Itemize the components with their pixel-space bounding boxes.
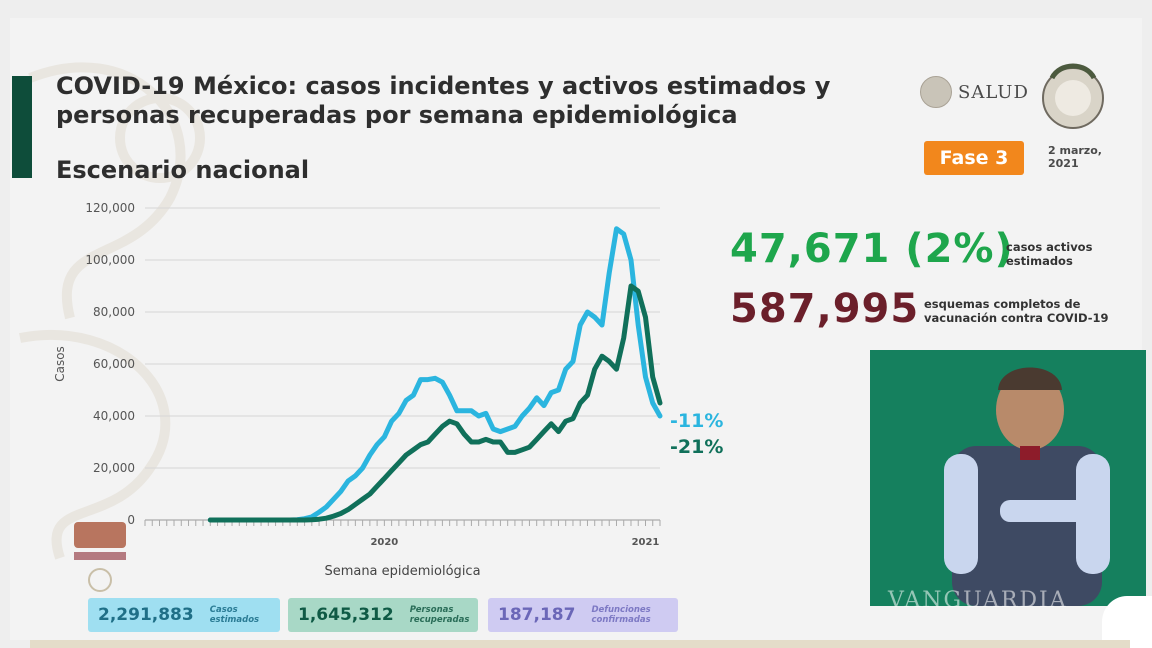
estimated-cases-value: 2,291,883 — [98, 605, 194, 625]
x-tick-label: 2021 — [632, 537, 660, 548]
deaths-box: 187,187 Defunciones confirmadas — [488, 598, 678, 632]
y-tick-label: 100,000 — [85, 253, 135, 267]
vaccination-label: esquemas completos de vacunación contra … — [924, 297, 1109, 325]
mexico-2021-emblem — [1042, 63, 1104, 129]
y-tick-label: 40,000 — [93, 409, 135, 423]
series-end-label: -11% — [670, 410, 723, 432]
y-tick-label: 120,000 — [85, 201, 135, 215]
watermark: VANGUARDIA — [888, 588, 1068, 613]
deaths-value: 187,187 — [498, 605, 576, 625]
gobierno-logo-corner — [1102, 596, 1152, 648]
y-tick-label: 60,000 — [93, 357, 135, 371]
title-accent-bar — [12, 76, 32, 178]
recovered-box: 1,645,312 Personas recuperadas — [288, 598, 478, 632]
gobierno-de-mexico-logo — [74, 522, 126, 592]
page-subtitle: Escenario nacional — [56, 156, 310, 184]
estimated-cases-label: Casos estimados — [209, 605, 260, 625]
series-end-label: -21% — [670, 436, 723, 458]
vaccination-value: 587,995 — [730, 286, 920, 332]
salud-logo: SALUD — [920, 76, 1029, 108]
sign-language-interpreter-video — [870, 350, 1146, 606]
national-seal-icon — [920, 76, 952, 108]
recovered-label: Personas recuperadas — [409, 605, 470, 625]
x-axis-label: Semana epidemiológica — [324, 564, 480, 579]
source-strip — [30, 640, 1130, 648]
interpreter-figure — [944, 367, 1110, 606]
y-tick-label: 0 — [127, 513, 135, 527]
page-title: COVID-19 México: casos incidentes y acti… — [56, 72, 831, 129]
active-cases-label: casos activos estimados — [1006, 240, 1093, 268]
recovered-value: 1,645,312 — [298, 605, 394, 625]
series-line — [207, 283, 663, 523]
report-date: 2 marzo, 2021 — [1048, 144, 1102, 170]
y-tick-label: 80,000 — [93, 305, 135, 319]
fase-badge: Fase 3 — [924, 141, 1024, 175]
salud-logo-text: SALUD — [958, 81, 1029, 103]
cases-line-chart: 0 20,000 40,000 60,000 80,000 100,000 120,000 2… — [53, 201, 723, 579]
active-cases-value: 47,671 (2%) — [730, 226, 1014, 272]
y-tick-label: 20,000 — [93, 461, 135, 475]
x-tick-label: 2020 — [370, 537, 398, 548]
estimated-cases-box: 2,291,883 Casos estimados — [88, 598, 280, 632]
decorative-pattern — [19, 62, 205, 560]
y-axis-label: Casos — [53, 346, 67, 382]
deaths-label: Defunciones confirmadas — [591, 605, 651, 625]
